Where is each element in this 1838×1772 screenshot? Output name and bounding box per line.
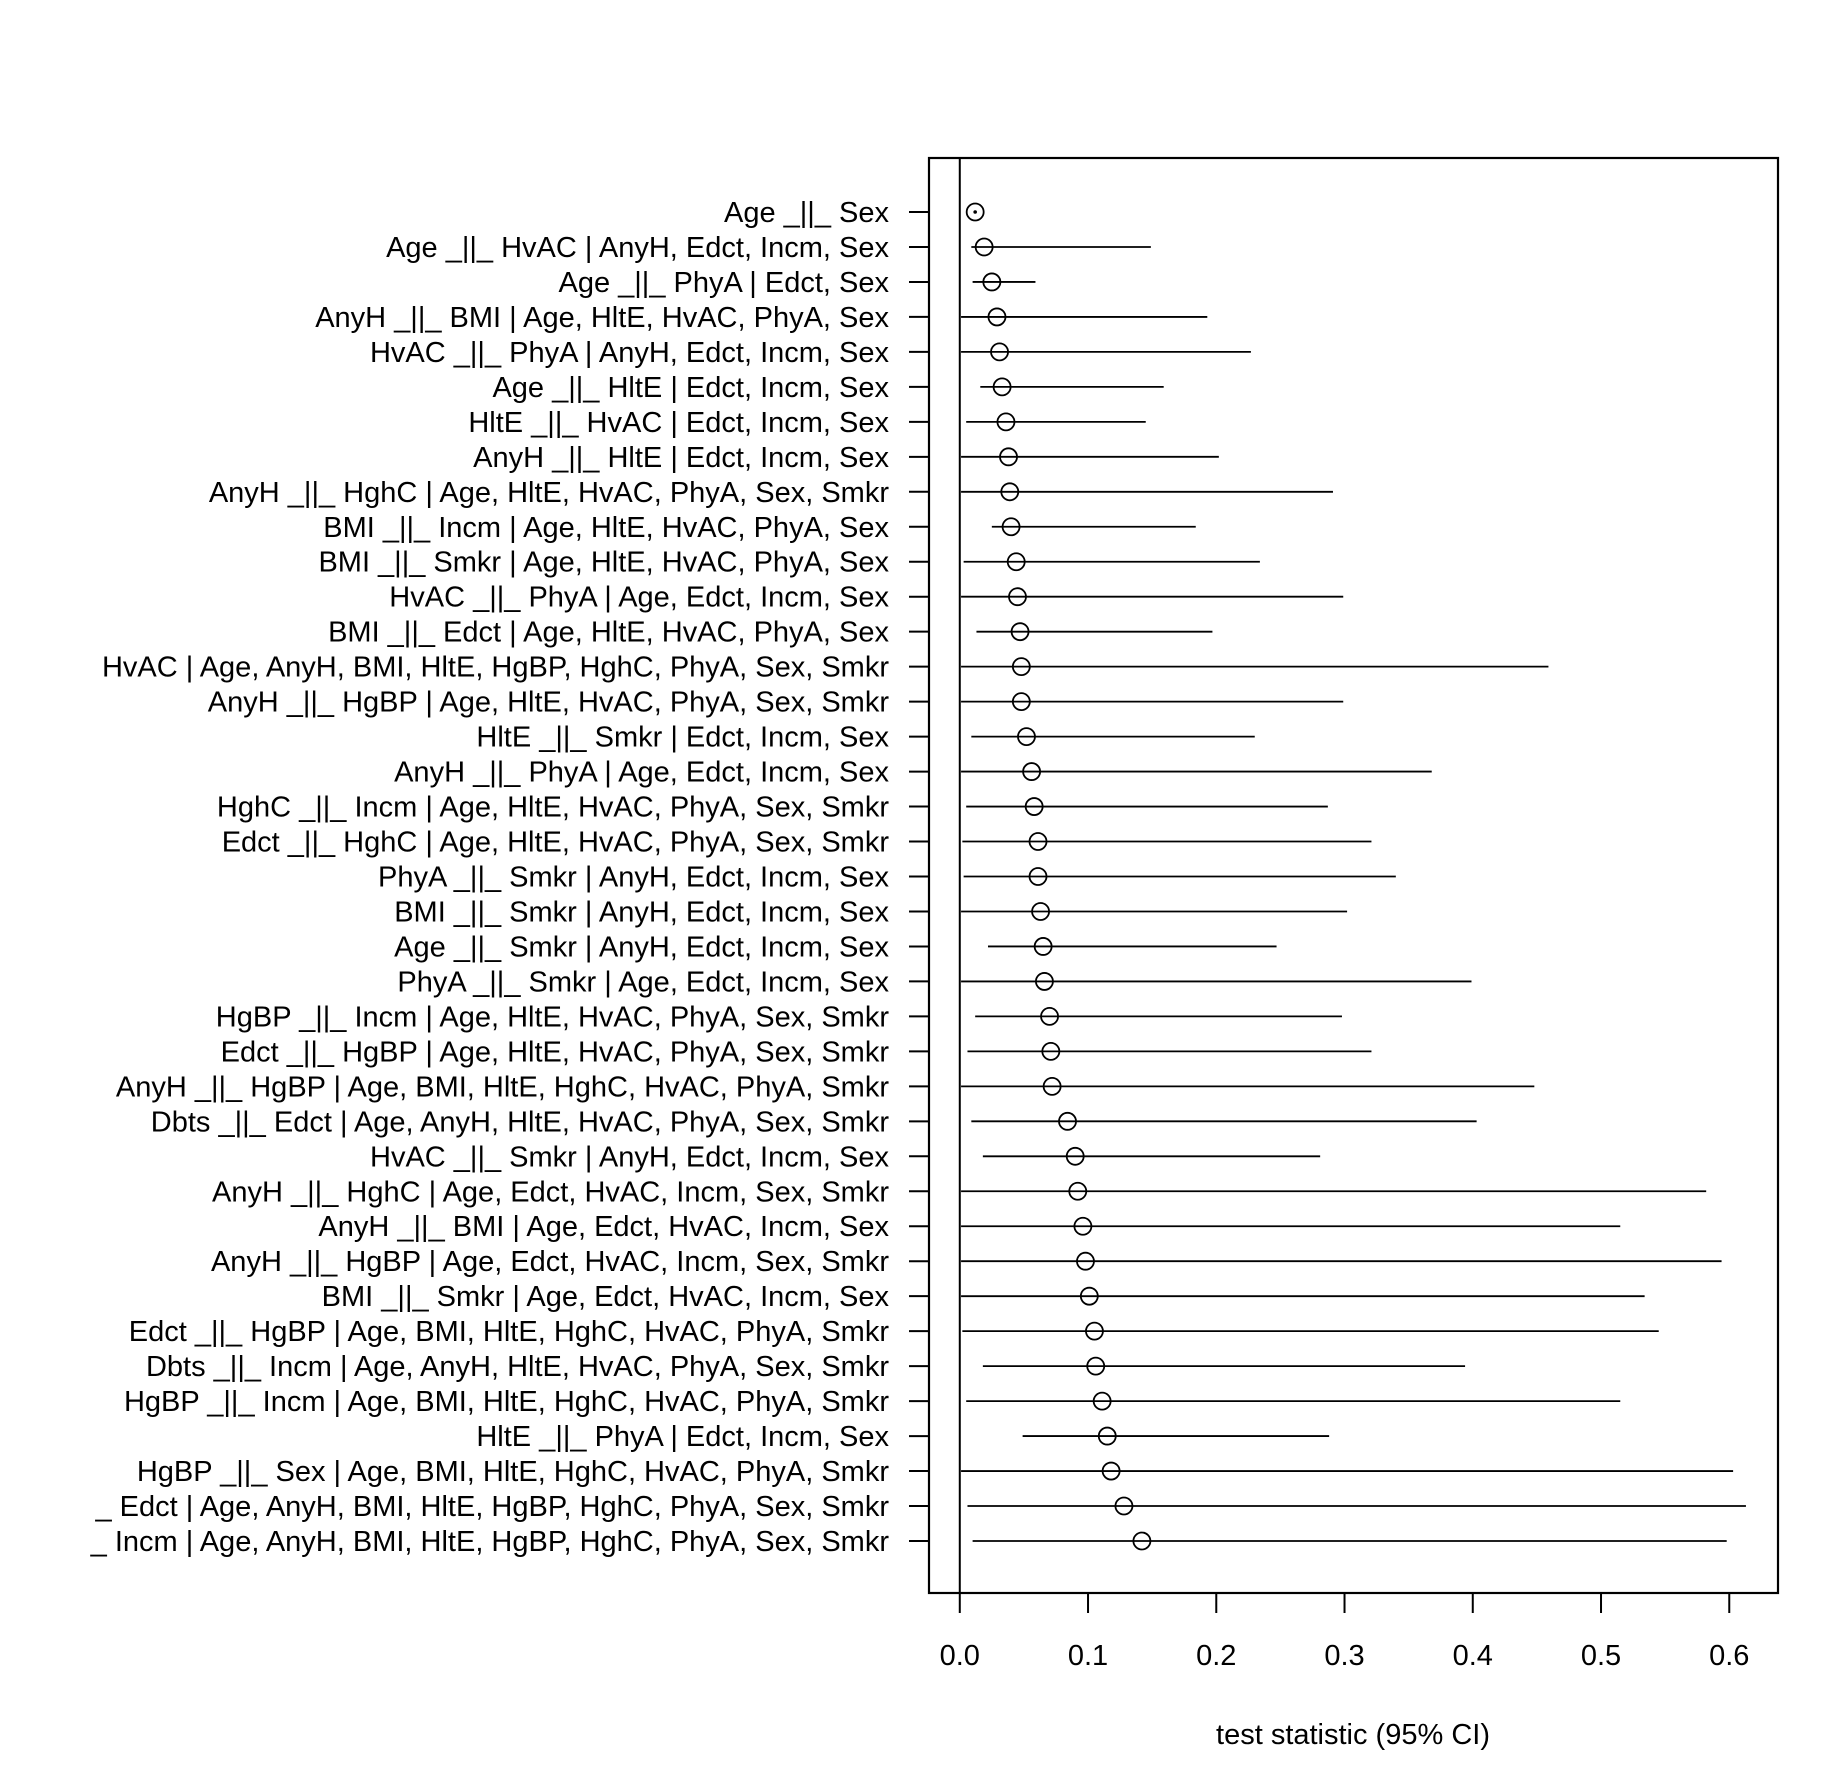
estimate-point <box>987 307 1007 327</box>
estimate-point <box>1079 1286 1099 1306</box>
y-tick-label: Age _||_ Smkr | AnyH, Edct, Incm, Sex <box>394 931 889 963</box>
estimate-point <box>1001 517 1021 537</box>
x-tick-label: 0.2 <box>1196 1640 1236 1672</box>
y-tick-label: AnyH _||_ BMI | Age, Edct, HvAC, Incm, S… <box>318 1211 889 1243</box>
estimate-point <box>1011 692 1031 712</box>
estimate-point <box>1097 1426 1117 1446</box>
estimate-point <box>999 447 1018 467</box>
y-tick-label: _ Edct | Age, AnyH, BMI, HltE, HgBP, Hgh… <box>94 1491 889 1523</box>
estimate-point <box>1101 1461 1121 1481</box>
estimate-point <box>992 377 1012 397</box>
x-tick-label: 0.1 <box>1068 1640 1108 1672</box>
y-tick-label: BMI _||_ Edct | Age, HltE, HvAC, PhyA, S… <box>328 617 889 649</box>
estimate-point <box>1092 1391 1112 1411</box>
y-tick-label: BMI _||_ Smkr | AnyH, Edct, Incm, Sex <box>394 896 889 928</box>
x-axis: 0.0 0.1 0.2 0.3 0.4 0.5 0.6 <box>940 1592 1749 1672</box>
y-tick-label: HvAC _||_ PhyA | Age, Edct, Incm, Sex <box>389 582 889 614</box>
y-tick-label: HgBP _||_ Sex | Age, BMI, HltE, HghC, Hv… <box>137 1456 890 1488</box>
y-tick-label: Edct _||_ HgBP | Age, HltE, HvAC, PhyA, … <box>221 1036 890 1068</box>
y-tick-label: BMI _||_ Smkr | Age, Edct, HvAC, Incm, S… <box>322 1281 890 1313</box>
y-tick-label: AnyH _||_ HghC | Age, HltE, HvAC, PhyA, … <box>209 477 890 509</box>
estimate-point <box>1024 797 1044 816</box>
estimate-point <box>1031 902 1050 921</box>
estimate-point <box>1006 552 1026 572</box>
estimate-point <box>1042 1076 1062 1096</box>
x-tick-label: 0.5 <box>1581 1640 1621 1672</box>
y-tick-label: Age _||_ PhyA | Edct, Sex <box>558 267 889 299</box>
y-tick-label: Dbts _||_ Incm | Age, AnyH, HltE, HvAC, … <box>146 1351 889 1383</box>
y-tick-label: AnyH _||_ BMI | Age, HltE, HvAC, PhyA, S… <box>315 302 889 334</box>
y-tick-label: PhyA _||_ Smkr | Age, Edct, Incm, Sex <box>397 966 889 998</box>
x-tick-label: 0.4 <box>1453 1640 1493 1672</box>
estimate-point <box>1033 937 1053 956</box>
estimate-point <box>996 412 1016 432</box>
y-tick-label: Edct _||_ HghC | Age, HltE, HvAC, PhyA, … <box>222 827 890 859</box>
y-tick-label: HghC _||_ Incm | Age, HltE, HvAC, PhyA, … <box>217 792 889 824</box>
y-tick-label: HltE _||_ Smkr | Edct, Incm, Sex <box>476 722 889 754</box>
estimate-point <box>1028 832 1048 851</box>
estimate-point <box>1028 867 1048 886</box>
estimate-point <box>1041 1041 1061 1061</box>
y-tick-label: Edct _||_ HgBP | Age, BMI, HltE, HghC, H… <box>129 1316 890 1348</box>
estimate-point <box>965 202 985 222</box>
estimate-point <box>1073 1216 1093 1236</box>
plot-frame <box>927 156 1780 1595</box>
y-tick-label: AnyH _||_ HgBP | Age, HltE, HvAC, PhyA, … <box>208 687 890 719</box>
estimate-dot <box>973 210 977 214</box>
estimate-point <box>1086 1356 1106 1376</box>
estimate-point <box>1068 1181 1088 1201</box>
estimate-point <box>1132 1531 1152 1551</box>
y-tick-label: AnyH _||_ HghC | Age, Edct, HvAC, Incm, … <box>212 1176 889 1208</box>
estimate-point <box>1076 1251 1095 1271</box>
estimate-point <box>974 237 994 257</box>
y-tick-label: Age _||_ HvAC | AnyH, Edct, Incm, Sex <box>386 232 889 264</box>
y-tick-label: AnyH _||_ HgBP | Age, Edct, HvAC, Incm, … <box>211 1246 889 1278</box>
y-tick-label: HvAC _||_ PhyA | AnyH, Edct, Incm, Sex <box>370 337 890 369</box>
y-tick-label: HltE _||_ PhyA | Edct, Incm, Sex <box>476 1421 889 1453</box>
estimate-point <box>1040 1006 1059 1026</box>
estimate-point <box>1008 587 1027 607</box>
y-tick-label: AnyH _||_ HgBP | Age, BMI, HltE, HghC, H… <box>116 1071 889 1103</box>
estimate-point <box>1035 972 1054 991</box>
estimate-point <box>990 342 1009 362</box>
estimate-point <box>1022 762 1041 781</box>
chart-marks <box>958 158 1746 1593</box>
estimate-point <box>1011 657 1031 677</box>
y-tick-label: Dbts _||_ Edct | Age, AnyH, HltE, HvAC, … <box>151 1106 890 1138</box>
y-tick-label: _ Incm | Age, AnyH, BMI, HltE, HgBP, Hgh… <box>90 1526 890 1558</box>
estimate-point <box>1010 622 1030 642</box>
y-tick-label: HgBP _||_ Incm | Age, HltE, HvAC, PhyA, … <box>216 1001 890 1033</box>
x-tick-label: 0.0 <box>940 1640 980 1672</box>
y-tick-label: HvAC | Age, AnyH, BMI, HltE, HgBP, HghC,… <box>102 652 889 684</box>
y-tick-label: PhyA _||_ Smkr | AnyH, Edct, Incm, Sex <box>378 862 889 894</box>
y-tick-label: BMI _||_ Smkr | Age, HltE, HvAC, PhyA, S… <box>318 547 889 579</box>
y-tick-label: Age _||_ Sex <box>724 197 890 229</box>
y-tick-label: HgBP _||_ Incm | Age, BMI, HltE, HghC, H… <box>124 1386 889 1418</box>
y-tick-label: HvAC _||_ Smkr | AnyH, Edct, Incm, Sex <box>370 1141 889 1173</box>
y-tick-label: AnyH _||_ PhyA | Age, Edct, Incm, Sex <box>394 757 889 789</box>
x-tick-label: 0.3 <box>1324 1640 1364 1672</box>
estimate-point <box>1017 727 1036 747</box>
estimate-point <box>1065 1146 1085 1166</box>
estimate-point <box>1085 1321 1104 1341</box>
x-axis-title: test statistic (95% CI) <box>1216 1719 1490 1751</box>
x-tick-label: 0.6 <box>1709 1640 1749 1672</box>
estimate-point <box>982 272 1002 292</box>
y-tick-label: Age _||_ HltE | Edct, Incm, Sex <box>492 372 889 404</box>
estimate-point <box>1000 482 1020 502</box>
estimate-point <box>1058 1111 1077 1131</box>
y-tick-label: AnyH _||_ HltE | Edct, Incm, Sex <box>473 442 889 474</box>
estimate-point <box>1114 1496 1134 1516</box>
y-tick-label: BMI _||_ Incm | Age, HltE, HvAC, PhyA, S… <box>323 512 889 544</box>
y-tick-label: HltE _||_ HvAC | Edct, Incm, Sex <box>468 407 889 439</box>
